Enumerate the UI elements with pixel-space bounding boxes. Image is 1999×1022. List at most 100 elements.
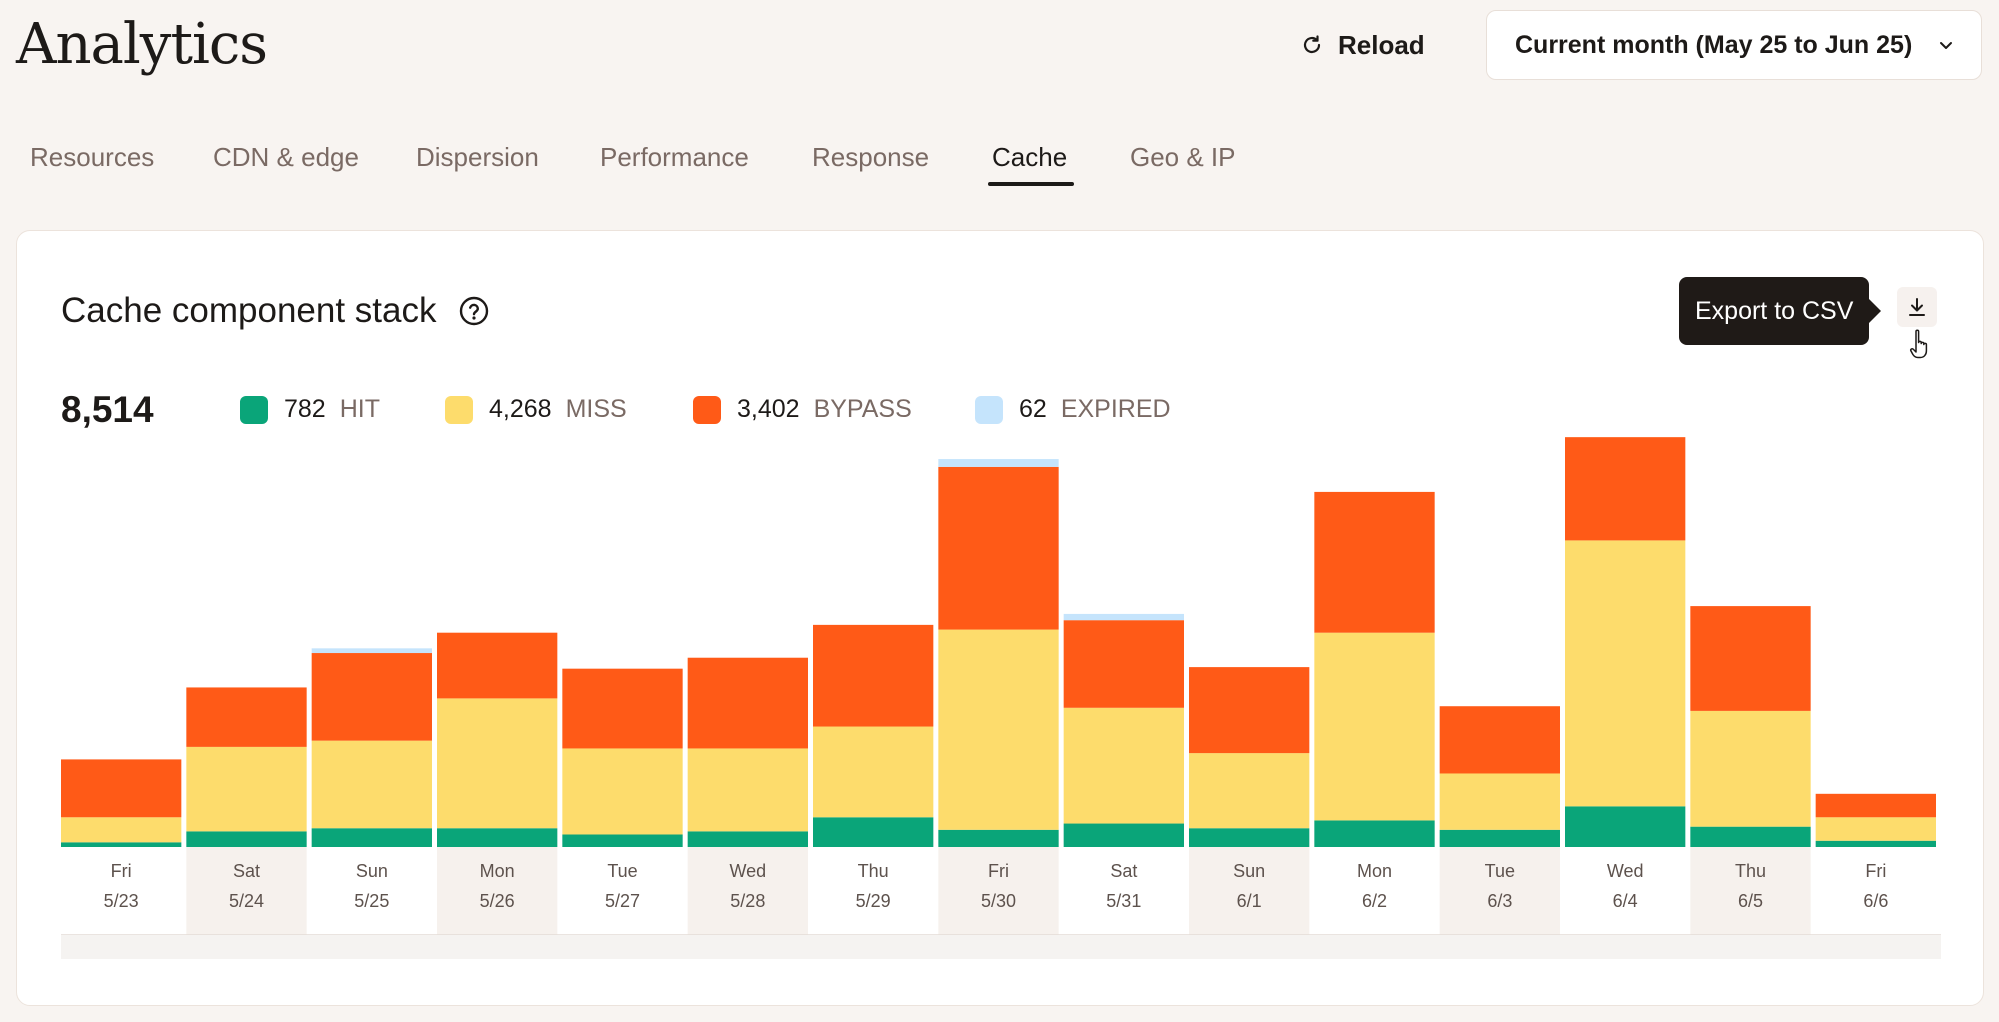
x-tick-day: Sat bbox=[1110, 861, 1137, 881]
legend-hit[interactable]: 782 HIT bbox=[240, 395, 380, 424]
chart-scroll-track bbox=[61, 935, 1941, 959]
bar-segment-miss bbox=[186, 746, 307, 832]
page-title: Analytics bbox=[16, 12, 268, 77]
bar-segment-hit bbox=[813, 817, 934, 847]
tab-resources[interactable]: Resources bbox=[30, 142, 155, 172]
bar-segment-hit bbox=[1314, 820, 1435, 847]
bar-segment-bypass bbox=[186, 687, 307, 747]
bar-segment-miss bbox=[61, 817, 182, 843]
x-tick-day: Sun bbox=[1233, 861, 1265, 881]
date-range-value: Current month (May 25 to Jun 25) bbox=[1515, 30, 1913, 59]
bar-segment-expired bbox=[311, 648, 432, 654]
x-tick-date: 5/25 bbox=[354, 891, 389, 911]
x-tick-date: 5/31 bbox=[1106, 891, 1141, 911]
bar-segment-bypass bbox=[562, 668, 683, 749]
tab-cache[interactable]: Cache bbox=[992, 142, 1068, 172]
bar-segment-miss bbox=[1314, 632, 1435, 821]
legend-value: 3,402 bbox=[737, 395, 800, 423]
x-tick-day: Mon bbox=[480, 861, 515, 881]
bar-segment-hit bbox=[687, 831, 808, 847]
bar-segment-miss bbox=[1815, 817, 1936, 841]
legend-bypass[interactable]: 3,402 BYPASS bbox=[693, 395, 912, 424]
legend-label: EXPIRED bbox=[1060, 395, 1171, 423]
x-tick-day: Sun bbox=[356, 861, 388, 881]
bar-segment-hit bbox=[61, 842, 182, 847]
legend-miss[interactable]: 4,268 MISS bbox=[445, 395, 627, 424]
bar-segment-bypass bbox=[813, 624, 934, 727]
bar-segment-hit bbox=[311, 828, 432, 847]
x-tick-day: Thu bbox=[1735, 861, 1766, 881]
reload-label: Reload bbox=[1338, 29, 1425, 60]
date-band bbox=[1439, 847, 1560, 935]
tab-dispersion[interactable]: Dispersion bbox=[416, 142, 539, 172]
bar-segment-miss bbox=[1565, 540, 1686, 807]
bar-segment-hit bbox=[1439, 829, 1560, 847]
bar-segment-hit bbox=[562, 834, 683, 847]
bar-segment-hit bbox=[1815, 840, 1936, 847]
x-tick-day: Thu bbox=[858, 861, 889, 881]
bar-segment-miss bbox=[938, 629, 1059, 830]
x-tick-date: 6/4 bbox=[1613, 891, 1638, 911]
x-tick-day: Wed bbox=[729, 861, 766, 881]
x-tick-date: 6/6 bbox=[1863, 891, 1888, 911]
x-tick-day: Fri bbox=[111, 861, 132, 881]
cache-component-card: Fri 5/23 Sat 5/24 Sun 5/25 Mon 5/26 Tue 5/27 Wed 5/… bbox=[16, 230, 1984, 1006]
x-tick-day: Mon bbox=[1357, 861, 1392, 881]
x-tick-date: 6/2 bbox=[1362, 891, 1387, 911]
bar-segment-expired bbox=[938, 459, 1059, 467]
bar-segment-bypass bbox=[437, 632, 558, 699]
bar-segment-bypass bbox=[1565, 437, 1686, 541]
reload-button[interactable]: Reload bbox=[1300, 22, 1425, 68]
export-csv-button[interactable] bbox=[1897, 287, 1937, 327]
date-range-select[interactable]: Current month (May 25 to Jun 25) bbox=[1486, 10, 1982, 80]
bar-segment-bypass bbox=[1815, 793, 1936, 818]
bar-segment-miss bbox=[1189, 753, 1310, 829]
legend-value: 62 bbox=[1019, 395, 1047, 423]
bar-segment-hit bbox=[186, 831, 307, 847]
x-tick-day: Tue bbox=[1485, 861, 1515, 881]
total-count: 8,514 bbox=[61, 389, 154, 430]
card-title-text: Cache component stack bbox=[61, 291, 437, 330]
date-band bbox=[1690, 847, 1811, 935]
x-tick-day: Sat bbox=[233, 861, 260, 881]
bar-segment-bypass bbox=[1690, 606, 1811, 711]
bar-segment-hit bbox=[1565, 806, 1686, 847]
tab-performance[interactable]: Performance bbox=[600, 142, 749, 172]
x-tick-date: 5/26 bbox=[480, 891, 515, 911]
x-tick-date: 5/28 bbox=[730, 891, 765, 911]
x-tick-date: 5/29 bbox=[856, 891, 891, 911]
x-tick-date: 6/1 bbox=[1237, 891, 1262, 911]
legend-label: BYPASS bbox=[813, 395, 912, 423]
help-icon[interactable] bbox=[458, 295, 490, 327]
bar-segment-expired bbox=[1063, 613, 1184, 621]
bar-segment-bypass bbox=[1314, 491, 1435, 633]
legend-expired[interactable]: 62 EXPIRED bbox=[975, 395, 1171, 424]
bar-segment-miss bbox=[1063, 707, 1184, 824]
tab-geo-ip[interactable]: Geo & IP bbox=[1130, 142, 1236, 172]
bar-segment-bypass bbox=[61, 759, 182, 818]
bar-segment-hit bbox=[1690, 826, 1811, 847]
bar-segment-miss bbox=[311, 740, 432, 829]
legend-swatch-expired bbox=[975, 395, 1003, 424]
reload-icon bbox=[1303, 35, 1321, 54]
bar-segment-bypass bbox=[687, 657, 808, 749]
legend-label: HIT bbox=[339, 395, 380, 423]
tab-response[interactable]: Response bbox=[812, 142, 930, 172]
bar-segment-bypass bbox=[1063, 620, 1184, 708]
x-tick-day: Wed bbox=[1607, 861, 1644, 881]
date-band bbox=[186, 847, 307, 935]
date-band bbox=[1189, 847, 1310, 935]
bar-segment-miss bbox=[1690, 710, 1811, 827]
chevron-down-icon bbox=[1940, 42, 1952, 49]
bar-segment-bypass bbox=[311, 653, 432, 741]
legend-swatch-bypass bbox=[693, 395, 721, 424]
bar-segment-miss bbox=[437, 698, 558, 829]
download-icon bbox=[1909, 298, 1925, 316]
legend-value: 4,268 bbox=[489, 395, 552, 423]
tab-cdn-edge[interactable]: CDN & edge bbox=[213, 142, 359, 172]
bar-segment-bypass bbox=[1189, 667, 1310, 754]
bar-segment-hit bbox=[1189, 828, 1310, 847]
bar-segment-miss bbox=[813, 726, 934, 818]
x-tick-date: 6/5 bbox=[1738, 891, 1763, 911]
x-tick-date: 6/3 bbox=[1487, 891, 1512, 911]
